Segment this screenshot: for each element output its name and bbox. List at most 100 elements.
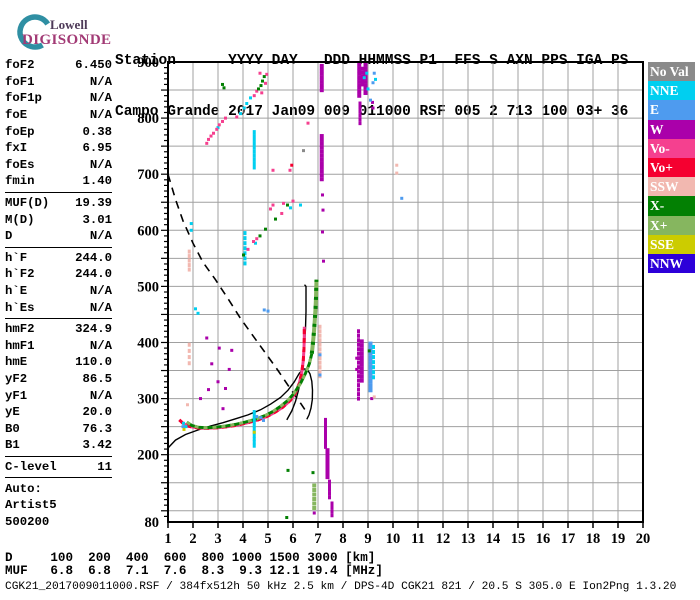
echo-dot: [196, 311, 200, 315]
param-label: foF1: [5, 74, 35, 89]
echo-column-dot: [319, 137, 324, 142]
param-label: D: [5, 229, 13, 244]
echo-column-dot: [368, 358, 373, 362]
echo-column-dot: [372, 370, 375, 375]
param-value: 76.3: [82, 421, 112, 436]
echo-column-dot: [325, 465, 330, 470]
echo-dot: [400, 196, 404, 200]
legend-label: Vo+: [650, 159, 673, 175]
echo-dot: [221, 407, 225, 411]
legend-label: SSE: [650, 236, 675, 252]
legend-item-ssw: SSW: [648, 177, 695, 197]
echo-column-dot: [325, 471, 330, 476]
echo-dot: [246, 247, 250, 251]
legend-item-noval: No Val: [648, 62, 695, 82]
echo-dot: [227, 367, 231, 371]
echo-dot: [306, 121, 310, 125]
echo-column-dot: [252, 161, 256, 166]
y-axis-label: 800: [137, 111, 159, 127]
param-value: 324.9: [75, 322, 112, 337]
param-row-hf: h`F 244.0: [5, 250, 112, 267]
echo-column-dot: [319, 149, 324, 154]
ionogram-parameters-panel: foF2 6.450 foF1 N/A foF1p N/A foE N/A foEp 0.38 fx…: [5, 57, 112, 530]
param-value: 11: [97, 459, 112, 474]
echo-dot: [285, 516, 289, 520]
param-row-yf2: yF2 86.5: [5, 371, 112, 388]
echo-column-dot: [319, 83, 324, 87]
echo-column-dot: [325, 461, 330, 466]
echo-dot: [321, 230, 324, 234]
echo-column-dot: [318, 338, 322, 343]
x-axis-label: 14: [486, 531, 501, 547]
x-axis-label: 8: [339, 531, 346, 547]
param-label: M(D): [5, 212, 35, 227]
echo-dot: [266, 309, 270, 313]
echo-column-dot: [368, 344, 373, 348]
echo-column-dot: [252, 145, 256, 150]
lowell-digisonde-logo: Lowell DIGISONDE: [6, 6, 112, 54]
echo-dot: [264, 81, 267, 85]
param-group-divider: [5, 317, 112, 319]
param-row-clevel: C-level 11: [5, 459, 112, 476]
echo-dot: [291, 199, 295, 203]
echo-column-dot: [252, 134, 256, 139]
echo-column-dot: [187, 254, 191, 259]
param-value: 3.42: [82, 438, 112, 453]
logo-arc-icon: [17, 14, 53, 50]
echo-dot: [212, 131, 215, 135]
echo-dot: [269, 207, 272, 211]
echo-column-dot: [187, 342, 191, 347]
echo-dot: [217, 346, 221, 350]
echo-column-dot: [359, 343, 364, 348]
echo-column-dot: [319, 89, 324, 93]
param-value: N/A: [89, 300, 112, 315]
echo-column-dot: [368, 383, 373, 387]
echo-dot: [207, 388, 210, 392]
y-axis-label: 80: [145, 515, 160, 531]
echo-column-dot: [252, 420, 256, 425]
echo-column-dot: [357, 347, 360, 352]
echo-dot: [181, 425, 185, 429]
echo-dot: [252, 240, 255, 244]
trace-x-trace-overlay: [185, 353, 314, 430]
echo-column-dot: [363, 91, 368, 95]
echo-dot: [371, 100, 374, 104]
echo-column-dot: [324, 417, 327, 422]
echo-column-dot: [243, 251, 247, 256]
y-axis-label: 200: [137, 448, 159, 464]
echo-dot: [257, 87, 260, 91]
echo-column-dot: [358, 113, 362, 118]
param-group-divider: [5, 191, 112, 193]
echo-column-dot: [243, 241, 247, 246]
param-label: h`Es: [5, 300, 35, 315]
echo-dot: [367, 349, 371, 353]
echo-dot: [312, 511, 316, 515]
echo-dot: [230, 348, 234, 352]
echo-dot: [321, 208, 325, 212]
echo-dot: [280, 211, 284, 215]
param-value: 86.5: [82, 371, 112, 386]
echo-dot: [222, 86, 226, 90]
echo-column-dot: [372, 355, 375, 360]
echo-column-dot: [357, 75, 362, 79]
echo-column-dot: [319, 77, 324, 81]
echo-column-dot: [359, 339, 364, 344]
echo-column-dot: [357, 383, 360, 388]
legend-label: W: [650, 121, 664, 137]
legend-item-sse: SSE: [648, 234, 695, 254]
param-label: foEp: [5, 124, 35, 139]
echo-column-dot: [368, 341, 373, 345]
echo-dot: [205, 141, 209, 145]
x-axis-label: 13: [461, 531, 476, 547]
param-row-foe: foE N/A: [5, 107, 112, 124]
echo-column-dot: [363, 80, 368, 84]
echo-column-dot: [252, 436, 256, 441]
param-row-fof1: foF1 N/A: [5, 74, 112, 91]
echo-column-dot: [252, 423, 256, 428]
echo-column-dot: [319, 177, 324, 182]
echo-dot: [289, 206, 292, 210]
param-value: 6.95: [82, 141, 112, 156]
echo-dot: [374, 77, 377, 81]
echo-dot: [217, 123, 221, 127]
echo-column-dot: [357, 356, 360, 361]
